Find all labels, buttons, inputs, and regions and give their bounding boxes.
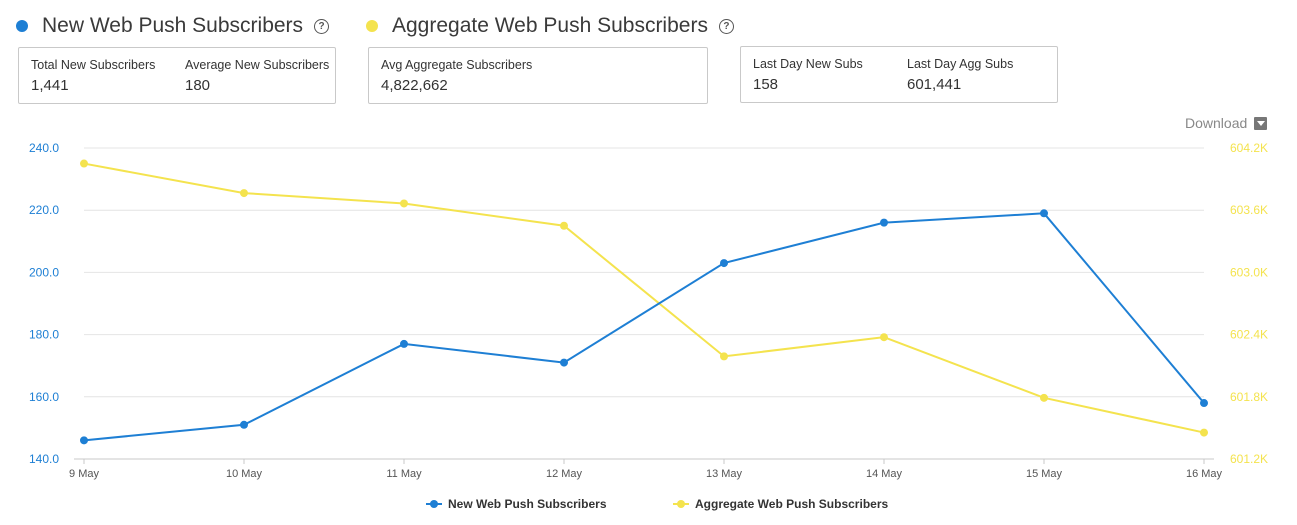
y-left-tick-label: 180.0 <box>29 328 59 342</box>
data-point[interactable] <box>80 159 88 168</box>
stat-label: Avg Aggregate Subscribers <box>381 58 533 72</box>
y-left-tick-label: 140.0 <box>29 452 59 466</box>
stat-label: Total New Subscribers <box>31 58 156 72</box>
new-subscribers-title: New Web Push Subscribers ? <box>16 14 330 38</box>
y-left-tick-label: 200.0 <box>29 265 59 279</box>
y-left-tick-label: 220.0 <box>29 203 59 217</box>
data-point[interactable] <box>400 339 408 348</box>
series-line <box>83 162 1205 434</box>
x-tick-label: 16 May <box>1186 468 1223 480</box>
stat-value: 180 <box>185 77 211 94</box>
data-point[interactable] <box>240 420 248 429</box>
y-right-tick-label: 602.4K <box>1230 328 1268 342</box>
last-day-stats-box: Last Day New Subs 158 Last Day Agg Subs … <box>740 46 1058 103</box>
stat-label: Last Day New Subs <box>753 57 863 71</box>
data-point[interactable] <box>880 218 888 227</box>
stat-label: Average New Subscribers <box>185 58 330 72</box>
last-day-agg-subs-stat: Last Day Agg Subs 601,441 <box>907 57 1013 93</box>
legend-label: Aggregate Web Push Subscribers <box>695 497 889 511</box>
legend-swatch <box>426 500 442 508</box>
help-icon[interactable]: ? <box>314 18 330 34</box>
average-new-subscribers-stat: Average New Subscribers 180 <box>185 58 329 94</box>
total-new-subscribers-stat: Total New Subscribers 1,441 <box>31 58 155 94</box>
chart-grid <box>84 147 1204 398</box>
legend-swatch <box>673 500 689 508</box>
stat-value: 601,441 <box>907 76 962 93</box>
aggregate-subscribers-title: Aggregate Web Push Subscribers ? <box>366 14 734 38</box>
data-point[interactable] <box>80 436 88 445</box>
y-left-tick-label: 160.0 <box>29 390 59 404</box>
data-point[interactable] <box>1040 209 1048 218</box>
x-tick-label: 11 May <box>386 468 422 480</box>
data-point[interactable] <box>240 189 248 198</box>
y-right-tick-label: 601.8K <box>1230 390 1268 404</box>
data-point[interactable] <box>880 333 888 342</box>
data-point[interactable] <box>1040 393 1048 402</box>
series-line <box>83 212 1205 442</box>
aggregate-subscribers-dot <box>366 20 378 32</box>
x-tick-label: 13 May <box>706 468 743 480</box>
data-point[interactable] <box>720 352 728 361</box>
x-tick-label: 15 May <box>1026 468 1063 480</box>
data-point[interactable] <box>560 221 568 230</box>
download-button[interactable]: Download <box>1185 115 1268 131</box>
stat-label: Last Day Agg Subs <box>907 57 1014 71</box>
chart-axes: 140.0 160.0 180.0 200.0 220.0 240.0 601.2K 601.… <box>29 141 1268 480</box>
legend-item-new-subscribers[interactable]: New Web Push Subscribers <box>426 497 607 511</box>
legend-label: New Web Push Subscribers <box>448 497 607 511</box>
avg-aggregate-subscribers-stat: Avg Aggregate Subscribers 4,822,662 <box>381 58 532 94</box>
y-right-tick-label: 603.0K <box>1230 265 1268 279</box>
legend-item-aggregate-subscribers[interactable]: Aggregate Web Push Subscribers <box>673 497 888 511</box>
data-point[interactable] <box>560 358 568 367</box>
stat-value: 1,441 <box>31 77 69 94</box>
y-left-tick-label: 240.0 <box>29 141 59 155</box>
new-subscribers-dot <box>16 20 28 32</box>
data-point[interactable] <box>720 259 728 268</box>
aggregate-subscribers-stats-box: Avg Aggregate Subscribers 4,822,662 <box>368 47 708 104</box>
chevron-down-icon <box>1254 116 1268 130</box>
data-point[interactable] <box>400 199 408 208</box>
new-subscribers-title-text: New Web Push Subscribers <box>42 14 304 37</box>
data-point[interactable] <box>1200 428 1208 437</box>
help-icon[interactable]: ? <box>718 18 734 34</box>
chart-series <box>80 159 1208 445</box>
x-tick-label: 10 May <box>226 468 263 480</box>
aggregate-subscribers-title-text: Aggregate Web Push Subscribers <box>392 14 708 37</box>
download-label: Download <box>1185 115 1248 131</box>
data-point[interactable] <box>1200 399 1208 408</box>
y-right-tick-label: 604.2K <box>1230 141 1268 155</box>
x-tick-label: 9 May <box>69 468 99 480</box>
y-right-tick-label: 601.2K <box>1230 452 1268 466</box>
y-right-tick-label: 603.6K <box>1230 203 1268 217</box>
x-tick-label: 12 May <box>546 468 583 480</box>
stat-value: 4,822,662 <box>381 77 448 94</box>
new-subscribers-stats-box: Total New Subscribers 1,441 Average New … <box>18 47 336 104</box>
last-day-new-subs-stat: Last Day New Subs 158 <box>753 57 863 93</box>
subscribers-line-chart: 140.0 160.0 180.0 200.0 220.0 240.0 601.2K 601.… <box>29 141 1268 480</box>
stat-value: 158 <box>753 76 779 93</box>
x-tick-label: 14 May <box>866 468 903 480</box>
